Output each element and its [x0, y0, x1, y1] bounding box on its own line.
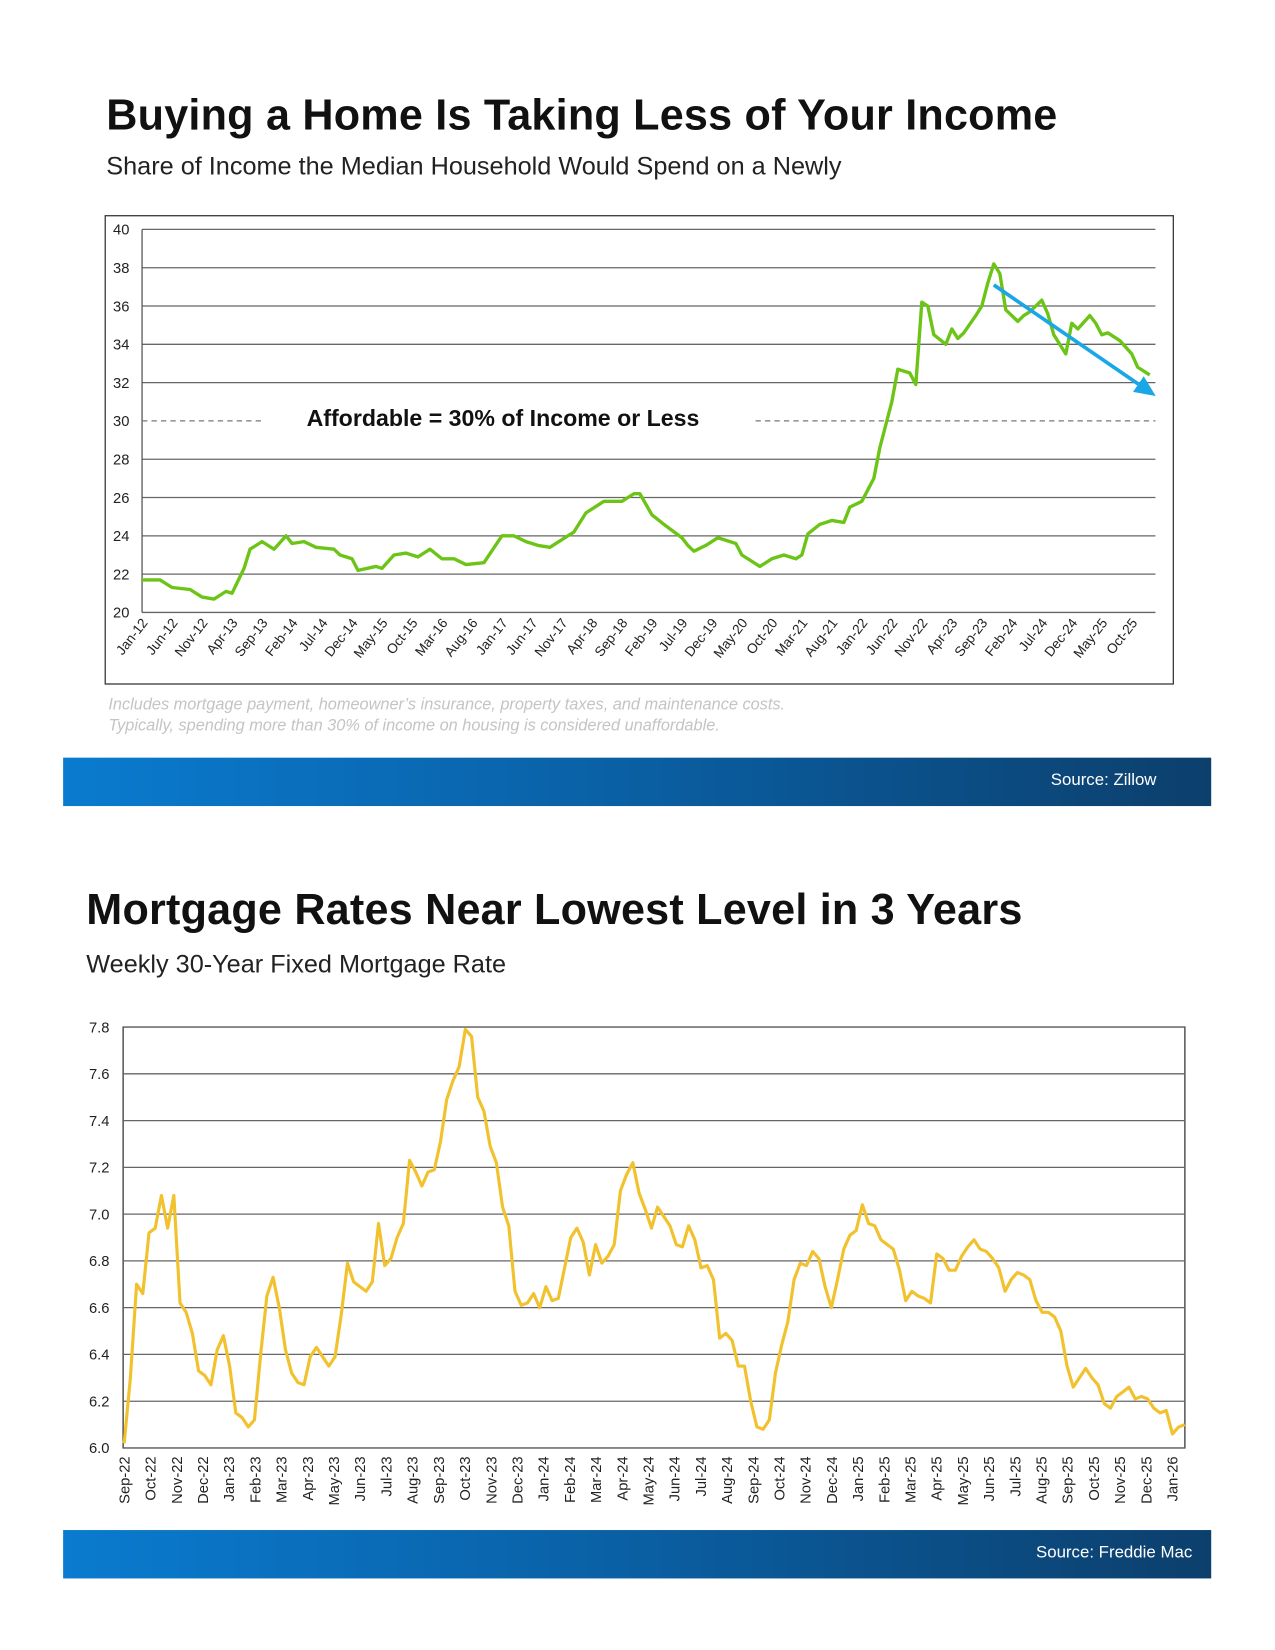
x-tick-label: Mar-25 — [904, 1456, 920, 1503]
x-tick-label: Aug-23 — [406, 1456, 422, 1503]
x-tick-label: Oct-22 — [144, 1456, 160, 1500]
y-tick-label: 30 — [113, 414, 129, 430]
x-tick-label: Sep-24 — [746, 1456, 762, 1503]
x-tick-label: Jul-23 — [379, 1456, 395, 1496]
chart2-subtitle: Weekly 30-Year Fixed Mortgage Rate — [86, 950, 507, 979]
y-tick-label: 20 — [113, 606, 129, 622]
y-tick-label: 32 — [113, 376, 129, 392]
y-tick-label: 7.6 — [89, 1067, 109, 1083]
chart2-title: Mortgage Rates Near Lowest Level in 3 Ye… — [86, 884, 1023, 934]
x-tick-label: Jun-24 — [668, 1456, 684, 1501]
trend-arrow-line — [992, 283, 1140, 386]
x-tick-label: Mar-24 — [589, 1456, 605, 1503]
reference-line-label: Affordable = 30% of Income or Less — [307, 405, 700, 431]
y-tick-label: 28 — [113, 452, 129, 468]
x-tick-label: Nov-24 — [799, 1456, 815, 1503]
x-tick-label: Jan-23 — [222, 1456, 238, 1501]
y-tick-label: 6.6 — [89, 1301, 109, 1317]
chart1-subtitle: Share of Income the Median Household Wou… — [106, 152, 842, 181]
x-tick-label: Feb-23 — [248, 1456, 264, 1503]
y-tick-label: 6.8 — [89, 1254, 109, 1270]
x-tick-label: Dec-24 — [825, 1456, 841, 1503]
chart1-frame — [104, 215, 1174, 685]
x-tick-label: May-25 — [956, 1456, 972, 1505]
y-tick-label: 6.4 — [89, 1348, 109, 1364]
x-tick-label: Jul-24 — [694, 1456, 710, 1496]
x-tick-label: Feb-24 — [563, 1456, 579, 1503]
x-tick-label: Dec-22 — [196, 1456, 212, 1503]
x-tick-label: Feb-25 — [877, 1456, 893, 1503]
y-tick-label: 7.0 — [89, 1207, 109, 1223]
x-tick-label: Apr-25 — [930, 1456, 946, 1500]
x-tick-label: Jan-24 — [537, 1456, 553, 1501]
chart2-source: Source: Freddie Mac — [1035, 1543, 1193, 1562]
chart2-source-bar: Source: Freddie Mac — [63, 1530, 1212, 1579]
y-tick-label: 7.8 — [89, 1020, 109, 1036]
x-tick-label: Jan-25 — [851, 1456, 867, 1501]
x-tick-label: Sep-23 — [432, 1456, 448, 1503]
x-tick-label: Jun-23 — [353, 1456, 369, 1501]
mortgage-rate-line — [122, 1027, 1186, 1444]
chart1-note-2: Typically, spending more than 30% of inc… — [108, 716, 720, 735]
chart2-plot: 6.0 6.2 6.4 6.6 6.8 7.0 7.2 7.4 7.6 7.8 Sep-22 Oct-… — [89, 1020, 1186, 1505]
y-tick-label: 40 — [113, 223, 129, 239]
x-tick-label: Nov-23 — [484, 1456, 500, 1503]
x-tick-label: Mar-23 — [275, 1456, 291, 1503]
x-tick-label: Aug-24 — [720, 1456, 736, 1503]
x-tick-label: Apr-23 — [301, 1456, 317, 1500]
chart1-note-1: Includes mortgage payment, homeowner’s i… — [108, 695, 786, 714]
x-tick-label: Dec-25 — [1139, 1456, 1155, 1503]
x-tick-label: Jul-25 — [1008, 1456, 1024, 1496]
y-tick-label: 34 — [113, 338, 129, 354]
y-tick-label: 6.2 — [89, 1394, 109, 1410]
trend-arrow-head-icon — [1133, 376, 1156, 397]
x-tick-label: Sep-22 — [117, 1456, 133, 1503]
x-tick-label: Oct-24 — [772, 1456, 788, 1500]
chart1-source-bar: Source: Zillow — [63, 757, 1212, 807]
chart1-plot: 20 22 24 26 28 30 32 34 36 38 40 Affordable = 30% o… — [104, 215, 1174, 685]
x-tick-label: Sep-25 — [1061, 1456, 1077, 1503]
chart2-frame — [122, 1026, 1186, 1449]
y-tick-label: 26 — [113, 491, 129, 507]
y-tick-label: 7.4 — [89, 1114, 109, 1130]
x-tick-label: Aug-25 — [1035, 1456, 1051, 1503]
y-tick-label: 24 — [113, 529, 129, 545]
x-tick-label: Jun-25 — [982, 1456, 998, 1501]
y-tick-label: 22 — [113, 567, 129, 583]
x-tick-label: Dec-23 — [510, 1456, 526, 1503]
x-tick-label: Jan-26 — [1166, 1456, 1182, 1501]
chart1-source: Source: Zillow — [1050, 771, 1157, 790]
x-tick-label: Oct-23 — [458, 1456, 474, 1500]
chart1-title: Buying a Home Is Taking Less of Your Inc… — [106, 90, 1058, 139]
y-tick-label: 7.2 — [89, 1161, 109, 1177]
y-tick-label: 36 — [113, 299, 129, 315]
x-tick-label: Apr-24 — [615, 1456, 631, 1500]
x-tick-label: Nov-25 — [1113, 1456, 1129, 1503]
y-tick-label: 6.0 — [89, 1441, 109, 1457]
x-tick-label: Oct-25 — [1087, 1456, 1103, 1500]
x-tick-label: May-24 — [641, 1456, 657, 1505]
x-tick-label: Nov-22 — [170, 1456, 186, 1503]
income-share-line — [142, 262, 1151, 601]
x-tick-label: May-23 — [327, 1456, 343, 1505]
y-tick-label: 38 — [113, 261, 129, 277]
